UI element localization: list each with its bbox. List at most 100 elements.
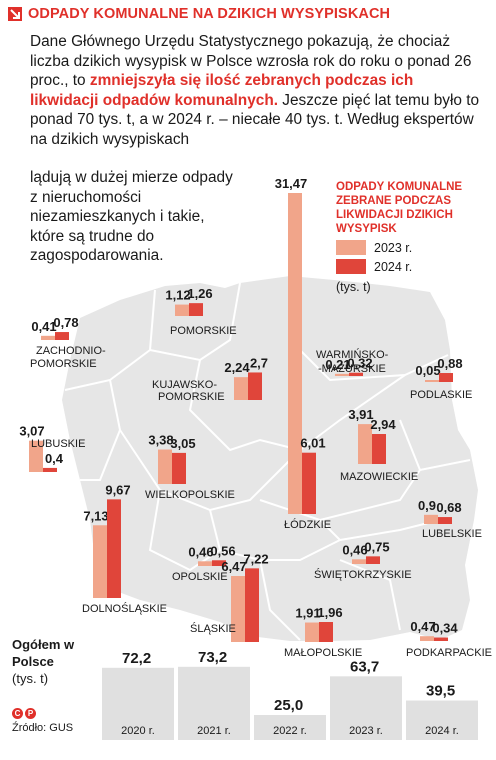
data-label: 0,41 <box>31 319 56 334</box>
bar-2024 <box>212 560 226 566</box>
region-label: MAZOWIECKIE <box>340 471 418 483</box>
bar-2024 <box>302 452 316 514</box>
bar-2023 <box>198 561 212 566</box>
region-group: 0,460,56 OPOLSKIE <box>172 543 236 583</box>
total-bar <box>178 666 250 740</box>
legend: ODPADY KOMUNALNE ZEBRANE PODCZAS LIKWIDA… <box>336 180 486 294</box>
copyright-icons: C P <box>12 708 73 719</box>
total-year-label: 2023 r. <box>349 725 383 737</box>
total-value-label: 72,2 <box>122 650 151 667</box>
region-label: PODLASKIE <box>410 389 472 401</box>
bar-2023 <box>234 377 248 400</box>
header: ODPADY KOMUNALNE NA DZIKICH WYSYPISKACH <box>8 6 390 22</box>
bar-2023 <box>175 304 189 316</box>
region-group: 0,050,88 PODLASKIE <box>410 356 472 401</box>
bar-2023 <box>41 335 55 340</box>
totals-unit: (tys. t) <box>12 671 49 686</box>
data-label: 2,24 <box>224 360 250 375</box>
data-label: 1,26 <box>187 286 212 301</box>
data-label: 0,05 <box>415 363 440 378</box>
totals-title: Ogółem w Polsce <box>12 637 75 669</box>
region-label: MAŁOPOLSKIE <box>284 647 362 659</box>
data-label: 0,56 <box>210 543 235 558</box>
region-label: LUBUSKIE <box>31 438 85 450</box>
region-label: ŁÓDZKIE <box>284 518 331 531</box>
total-bar <box>254 715 326 740</box>
footer: C P Źródło: GUS <box>12 708 73 734</box>
intro-part1: Dane Głównego Urzędu Statystycznego poka… <box>30 33 472 89</box>
totals-label: Ogółem w Polsce (tys. t) <box>12 636 82 687</box>
source-label: Źródło: GUS <box>12 722 74 734</box>
region-label: ZACHODNIO-POMORSKIE <box>30 345 106 370</box>
data-label: 0,34 <box>432 621 458 636</box>
bar-2024 <box>189 303 203 316</box>
data-label: 0,46 <box>188 544 213 559</box>
bar-2024 <box>248 372 262 400</box>
region-group: 3,912,94 MAZOWIECKIE <box>340 407 418 483</box>
bar-2024 <box>172 452 186 484</box>
data-label: 0,78 <box>53 315 78 330</box>
region-group: 0,410,78 ZACHODNIO-POMORSKIE <box>30 315 106 370</box>
total-value-label: 63,7 <box>350 658 379 675</box>
bar-2024 <box>55 332 69 340</box>
region-group: 1,911,96 MAŁOPOLSKIE <box>284 605 362 659</box>
bar-2024 <box>372 434 386 464</box>
legend-item-2024: 2024 r. <box>336 259 486 274</box>
bar-2023 <box>158 449 172 484</box>
legend-item-2023: 2023 r. <box>336 240 486 255</box>
bar-2024 <box>43 467 57 472</box>
bar-2023 <box>425 380 439 382</box>
legend-label-2023: 2023 r. <box>374 240 413 255</box>
legend-unit: (tys. t) <box>336 280 371 294</box>
data-label: 0,46 <box>342 542 367 557</box>
bar-2024 <box>438 517 452 524</box>
data-label: 0,9 <box>418 498 436 513</box>
total-bar <box>102 667 174 740</box>
bar-2023 <box>335 373 349 376</box>
data-label: 0,47 <box>410 619 435 634</box>
bar-2024 <box>319 622 333 642</box>
total-value-label: 39,5 <box>426 683 455 700</box>
region-group: 1,121,26 POMORSKIE <box>165 286 236 337</box>
data-label: 31,47 <box>275 176 308 191</box>
region-group: 2,24 2,7 KUJAWSKO-POMORSKIE <box>152 355 268 403</box>
data-label: 0,21 <box>325 357 350 372</box>
bar-2023 <box>420 636 434 641</box>
region-group: 6,477,22 ŚLĄSKIE <box>190 551 269 642</box>
region-group: 0,470,34 PODKARPACKIE <box>406 619 492 659</box>
intro-text: Dane Głównego Urzędu Statystycznego poka… <box>30 32 485 149</box>
bar-2024 <box>349 372 363 376</box>
region-group: 31,47 6,01 ŁÓDZKIE <box>275 176 331 531</box>
region-label: WARMIŃSKO--MAZURSKIE <box>316 348 389 375</box>
poland-map-shape <box>62 276 478 641</box>
bar-2023 <box>288 193 302 515</box>
region-label: KUJAWSKO-POMORSKIE <box>152 379 225 403</box>
copyright-p-icon: P <box>25 708 36 719</box>
bar-2023 <box>358 424 372 464</box>
bar-2023 <box>352 559 366 564</box>
region-label: DOLNOŚLĄSKIE <box>82 602 167 615</box>
total-value-label: 25,0 <box>274 697 303 714</box>
data-label: 0,75 <box>364 539 389 554</box>
total-year-label: 2022 r. <box>273 725 307 737</box>
total-bar <box>330 676 402 740</box>
legend-title: ODPADY KOMUNALNE ZEBRANE PODCZAS LIKWIDA… <box>336 181 463 235</box>
region-label: POMORSKIE <box>170 325 237 337</box>
data-label: 1,12 <box>165 288 190 303</box>
bar-2024 <box>245 568 259 642</box>
data-label: 3,07 <box>19 424 44 439</box>
bar-2024 <box>439 373 453 382</box>
bar-2023 <box>305 622 319 642</box>
bar-2024 <box>366 556 380 564</box>
data-label: 6,47 <box>221 559 246 574</box>
side-text: lądują w dużej mierze odpady z nieruchom… <box>30 169 233 264</box>
region-group: 7,13 9,67 DOLNOŚLĄSKIE <box>82 482 167 615</box>
data-label: 0,32 <box>347 356 372 371</box>
data-label: 9,67 <box>105 482 130 497</box>
region-label: LUBELSKIE <box>422 528 482 540</box>
bar-2023 <box>29 440 43 472</box>
data-label: 7,13 <box>83 508 108 523</box>
